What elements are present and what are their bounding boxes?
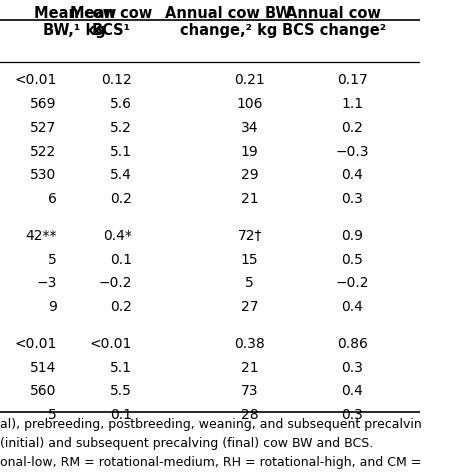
Text: −3: −3 [36, 276, 57, 291]
Text: 522: 522 [30, 145, 57, 159]
Text: 0.2: 0.2 [110, 192, 132, 206]
Text: 5.4: 5.4 [110, 168, 132, 182]
Text: 73: 73 [241, 384, 258, 399]
Text: <0.01: <0.01 [14, 337, 57, 351]
Text: 21: 21 [241, 192, 258, 206]
Text: 19: 19 [241, 145, 258, 159]
Text: −0.2: −0.2 [336, 276, 369, 291]
Text: 5.1: 5.1 [110, 145, 132, 159]
Text: 0.12: 0.12 [101, 73, 132, 88]
Text: 34: 34 [241, 121, 258, 135]
Text: 0.1: 0.1 [110, 253, 132, 267]
Text: Mean cow
BCS¹: Mean cow BCS¹ [70, 6, 152, 38]
Text: 0.38: 0.38 [234, 337, 265, 351]
Text: Annual cow BW
change,² kg: Annual cow BW change,² kg [165, 6, 292, 38]
Text: 21: 21 [241, 361, 258, 375]
Text: 0.21: 0.21 [234, 73, 265, 88]
Text: 569: 569 [30, 97, 57, 111]
Text: 5: 5 [245, 276, 254, 291]
Text: 72†: 72† [237, 229, 262, 243]
Text: 1.1: 1.1 [341, 97, 364, 111]
Text: 0.9: 0.9 [341, 229, 364, 243]
Text: 29: 29 [241, 168, 258, 182]
Text: 15: 15 [241, 253, 258, 267]
Text: 9: 9 [48, 300, 57, 314]
Text: 27: 27 [241, 300, 258, 314]
Text: 0.17: 0.17 [337, 73, 368, 88]
Text: −0.2: −0.2 [99, 276, 132, 291]
Text: 0.3: 0.3 [342, 408, 364, 422]
Text: 0.4*: 0.4* [103, 229, 132, 243]
Text: 42**: 42** [25, 229, 57, 243]
Text: 5: 5 [48, 408, 57, 422]
Text: 6: 6 [48, 192, 57, 206]
Text: <0.01: <0.01 [90, 337, 132, 351]
Text: 5.6: 5.6 [110, 97, 132, 111]
Text: 0.2: 0.2 [110, 300, 132, 314]
Text: 530: 530 [30, 168, 57, 182]
Text: 0.5: 0.5 [342, 253, 364, 267]
Text: 0.4: 0.4 [342, 384, 364, 399]
Text: 0.3: 0.3 [342, 192, 364, 206]
Text: 5.5: 5.5 [110, 384, 132, 399]
Text: 106: 106 [237, 97, 263, 111]
Text: 5.2: 5.2 [110, 121, 132, 135]
Text: 514: 514 [30, 361, 57, 375]
Text: 0.3: 0.3 [342, 361, 364, 375]
Text: 0.4: 0.4 [342, 300, 364, 314]
Text: 28: 28 [241, 408, 258, 422]
Text: al), prebreeding, postbreeding, weaning, and subsequent precalvin: al), prebreeding, postbreeding, weaning,… [0, 418, 422, 431]
Text: <0.01: <0.01 [14, 73, 57, 88]
Text: 5: 5 [48, 253, 57, 267]
Text: 0.1: 0.1 [110, 408, 132, 422]
Text: (initial) and subsequent precalving (final) cow BW and BCS.: (initial) and subsequent precalving (fin… [0, 437, 373, 450]
Text: 560: 560 [30, 384, 57, 399]
Text: onal-low, RM = rotational-medium, RH = rotational-high, and CM =: onal-low, RM = rotational-medium, RH = r… [0, 456, 421, 469]
Text: Annual cow
BCS change²: Annual cow BCS change² [282, 6, 386, 38]
Text: 527: 527 [30, 121, 57, 135]
Text: −0.3: −0.3 [336, 145, 369, 159]
Text: Mean cow
BW,¹ kg: Mean cow BW,¹ kg [34, 6, 116, 38]
Text: 0.86: 0.86 [337, 337, 368, 351]
Text: 0.4: 0.4 [342, 168, 364, 182]
Text: 0.2: 0.2 [342, 121, 364, 135]
Text: 5.1: 5.1 [110, 361, 132, 375]
